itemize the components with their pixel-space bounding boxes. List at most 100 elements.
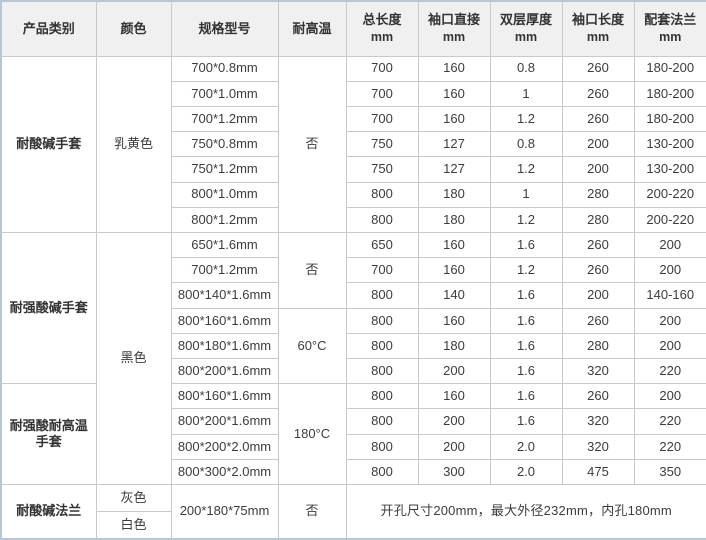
data-cell: 800 (345, 332, 419, 359)
data-cell: 1.6 (489, 408, 563, 435)
data-cell: 260 (561, 383, 635, 410)
table-head: 产品类别 颜色 规格型号 耐高温 总长度 mm 袖口直接 mm 双层厚度 mm 袖口长度 mm 配套法兰… (0, 0, 706, 57)
data-cell: 1.6 (489, 307, 563, 334)
column-header-label: 袖口长度 (571, 11, 624, 27)
header-row: 产品类别 颜色 规格型号 耐高温 总长度 mm 袖口直接 mm 双层厚度 mm 袖口长度 mm 配套法兰… (0, 0, 706, 57)
table-row: 800*180*1.6mm 800 180 1.6 280 200 (1, 332, 706, 359)
data-cell: 200 (633, 231, 706, 259)
data-cell: 1.2 (489, 156, 563, 183)
category-cell: 耐强酸碱手套 (0, 231, 97, 385)
data-cell: 200 (417, 408, 491, 435)
data-cell: 650 (345, 231, 419, 259)
data-cell: 200-220 (633, 181, 706, 208)
column-header-unit: mm (442, 30, 466, 45)
column-header-label: 产品类别 (22, 20, 75, 36)
column-header-label: 颜色 (120, 20, 147, 36)
data-cell: 700 (345, 55, 419, 82)
color-cell: 乳黄色 (95, 55, 172, 233)
spec-cell: 800*200*1.6mm (170, 408, 279, 435)
note-cell: 开孔尺寸200mm，最大外径232mm，内孔180mm (345, 483, 706, 540)
spec-cell: 800*180*1.6mm (170, 332, 279, 359)
spec-cell: 800*200*1.6mm (170, 357, 279, 385)
table-row: 700*1.2mm 700 160 1.2 260 200 (1, 257, 706, 284)
data-cell: 280 (561, 332, 635, 359)
table-row: 耐酸碱手套 乳黄色 700*0.8mm 否 700 160 0.8 260 180-200 (0, 55, 706, 233)
column-header-label: 双层厚度 (499, 11, 552, 27)
data-cell: 200 (417, 433, 491, 460)
data-cell: 180-200 (633, 80, 706, 107)
data-cell: 220 (633, 357, 706, 385)
spec-cell: 800*300*2.0mm (170, 458, 279, 485)
column-header: 双层厚度 mm (489, 0, 563, 57)
data-cell: 200 (633, 307, 706, 334)
data-cell: 180 (417, 181, 491, 208)
spec-cell: 200*180*75mm (170, 483, 279, 540)
data-cell: 280 (561, 206, 635, 233)
table-row: 耐酸碱法兰 灰色 200*180*75mm 否开孔尺寸200mm，最大外径232mm，… (0, 483, 706, 540)
data-cell: 800 (345, 307, 419, 334)
data-cell: 1.2 (489, 206, 563, 233)
spec-cell: 700*1.0mm (170, 80, 279, 107)
data-cell: 160 (417, 257, 491, 284)
data-cell: 180 (417, 332, 491, 359)
data-cell: 1.2 (489, 105, 563, 133)
data-cell: 1.6 (489, 383, 563, 410)
column-header-label: 配套法兰 (644, 11, 697, 27)
heat-resist-cell: 60°C (277, 307, 347, 385)
spec-cell: 800*200*2.0mm (170, 433, 279, 460)
data-cell: 800 (345, 458, 419, 485)
category-cell: 耐酸碱手套 (0, 55, 97, 233)
data-cell: 0.8 (489, 131, 563, 158)
data-cell: 1 (489, 181, 563, 208)
data-cell: 800 (345, 383, 419, 410)
data-cell: 200 (633, 257, 706, 284)
data-cell: 160 (417, 383, 491, 410)
data-cell: 200 (561, 131, 635, 158)
data-cell: 1.6 (489, 332, 563, 359)
data-cell: 220 (633, 408, 706, 435)
data-cell: 280 (561, 181, 635, 208)
heat-resist-cell: 否 (277, 55, 347, 233)
data-cell: 260 (561, 257, 635, 284)
data-cell: 2.0 (489, 458, 563, 485)
data-cell: 800 (345, 433, 419, 460)
spec-cell: 700*0.8mm (170, 55, 279, 82)
data-cell: 700 (345, 80, 419, 107)
data-cell: 200 (417, 357, 491, 385)
column-header-label: 规格型号 (198, 20, 251, 36)
data-cell: 2.0 (489, 433, 563, 460)
spec-cell: 700*1.2mm (170, 105, 279, 133)
data-cell: 127 (417, 156, 491, 183)
data-cell: 1.2 (489, 257, 563, 284)
data-cell: 200 (561, 156, 635, 183)
column-header: 总长度 mm (345, 0, 419, 57)
column-header: 配套法兰 mm (633, 0, 706, 57)
data-cell: 1.6 (489, 231, 563, 259)
column-header: 产品类别 (0, 0, 97, 57)
table-body: 耐酸碱手套 乳黄色 700*0.8mm 否 700 160 0.8 260 180-200 700… (0, 55, 706, 540)
column-header-unit: mm (370, 30, 394, 45)
data-cell: 0.8 (489, 55, 563, 82)
data-cell: 800 (345, 206, 419, 233)
spec-cell: 750*0.8mm (170, 131, 279, 158)
color-cell: 黑色 (95, 231, 172, 485)
data-cell: 130-200 (633, 131, 706, 158)
category-cell: 耐酸碱法兰 (0, 483, 97, 540)
column-header: 规格型号 (170, 0, 279, 57)
color-cell: 白色 (95, 511, 172, 540)
heat-resist-cell: 否 (277, 483, 347, 540)
column-header-unit: mm (659, 30, 682, 45)
column-header-label: 袖口直接 (427, 11, 480, 27)
spec-cell: 650*1.6mm (170, 231, 279, 259)
data-cell: 750 (345, 131, 419, 158)
heat-resist-cell: 180°C (277, 383, 347, 485)
table-row: 750*1.2mm 750 127 1.2 200 130-200 (1, 156, 706, 183)
data-cell: 260 (561, 105, 635, 133)
data-cell: 140 (417, 282, 491, 309)
column-header-unit: mm (514, 30, 538, 45)
data-cell: 1.6 (489, 357, 563, 385)
data-cell: 260 (561, 231, 635, 259)
data-cell: 1.6 (489, 282, 563, 309)
data-cell: 130-200 (633, 156, 706, 183)
